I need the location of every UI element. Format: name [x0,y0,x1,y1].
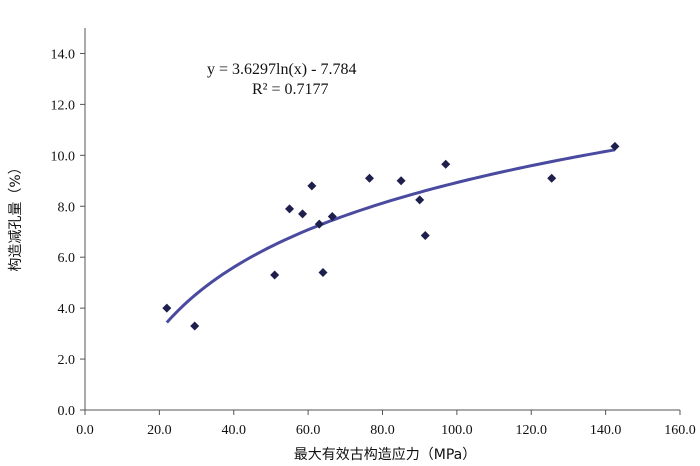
trendline-equation: y = 3.6297ln(x) - 7.784 [207,61,356,78]
x-tick-label: 160.0 [664,423,696,438]
data-point [270,270,280,280]
data-point [364,173,374,183]
r-squared-label: R² = 0.7177 [252,81,329,98]
x-tick-label: 100.0 [441,423,473,438]
data-point [285,204,295,214]
data-point [307,181,317,191]
y-ticks: 0.0 2.0 4.0 6.0 8.0 10.0 12.0 14.0 [51,47,85,419]
y-tick-label: 8.0 [58,200,76,215]
data-point [298,209,308,219]
data-point [415,195,425,205]
data-point [547,173,557,183]
data-point [327,211,337,221]
data-point [420,231,430,241]
data-points [162,141,620,331]
y-tick-label: 6.0 [58,251,76,266]
x-tick-label: 80.0 [370,423,395,438]
x-tick-label: 20.0 [147,423,172,438]
data-point [396,176,406,186]
data-point [314,219,324,229]
x-tick-label: 140.0 [590,423,622,438]
y-tick-label: 4.0 [58,302,76,317]
x-tick-label: 40.0 [222,423,247,438]
y-tick-label: 10.0 [51,149,76,164]
x-axis-title: 最大有效古构造应力（MPa） [294,446,476,463]
trendline [165,148,616,324]
axes [84,28,680,411]
x-ticks: 0.0 20.0 40.0 60.0 80.0 100.0 120.0 140.0 160.0 [76,410,696,438]
y-tick-label: 12.0 [51,98,76,113]
data-point [441,159,451,169]
data-point [162,303,172,313]
data-point [610,141,620,151]
y-tick-label: 14.0 [51,47,76,62]
y-tick-label: 2.0 [58,353,76,368]
y-axis-title: 构造减孔量（%） [8,160,24,271]
data-point [318,267,328,277]
x-tick-label: 0.0 [76,423,94,438]
x-tick-label: 60.0 [296,423,321,438]
data-point [190,321,200,331]
y-tick-label: 0.0 [58,404,76,419]
x-tick-label: 120.0 [516,423,548,438]
